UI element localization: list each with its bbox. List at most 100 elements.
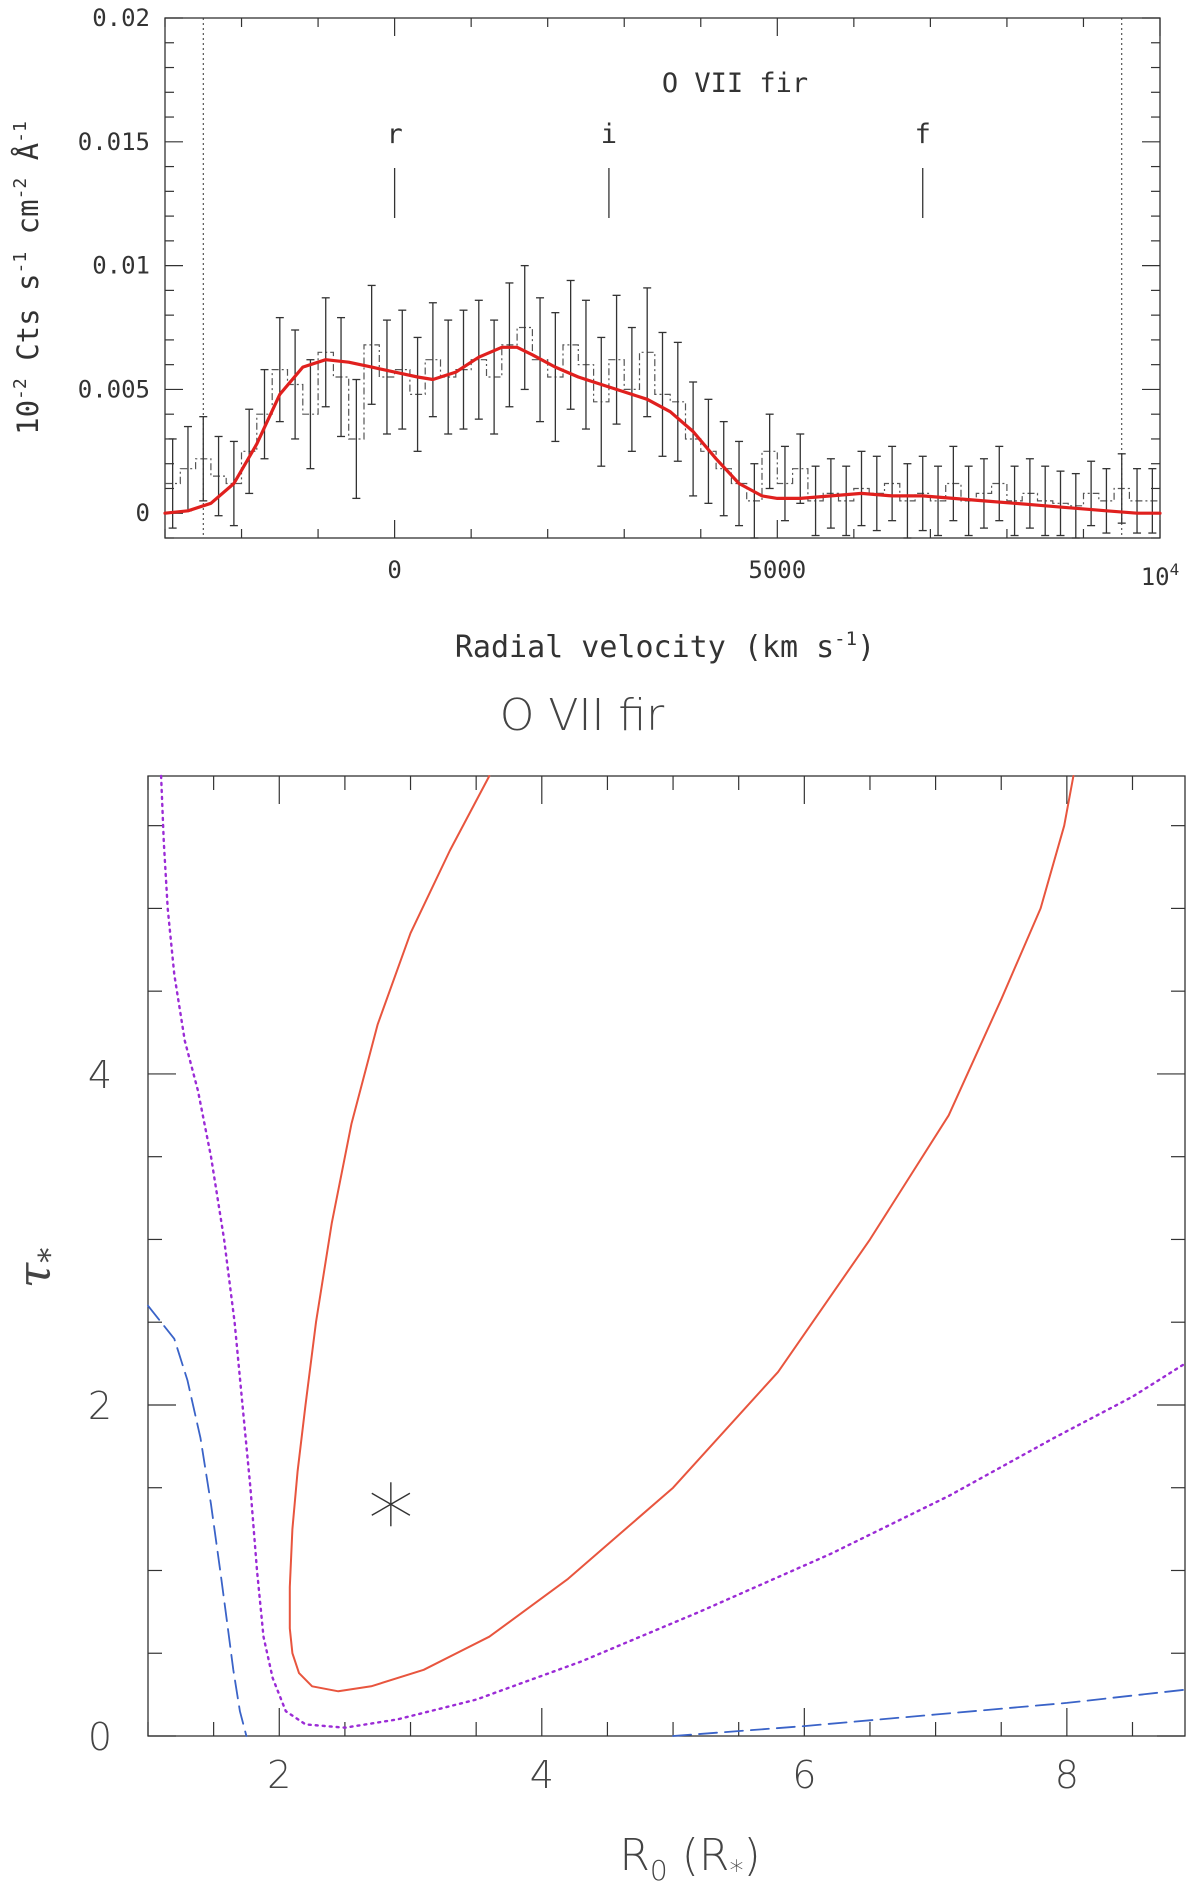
spectrum-data-point — [382, 319, 391, 435]
contour-x-tick-label: 6 — [792, 1753, 816, 1797]
spectrum-annotation: O VII fir — [662, 68, 808, 99]
spectrum-data-point — [428, 302, 437, 418]
spectrum-data-point — [826, 458, 835, 529]
spectrum-data-point — [260, 368, 269, 460]
spectrum-data-point — [857, 450, 866, 527]
spectrum-data-point — [459, 309, 468, 430]
spectrum-data-point — [658, 331, 667, 457]
spectrum-data-point — [1071, 472, 1080, 539]
spectrum-data-point — [291, 329, 300, 440]
contour-x-tick-label: 8 — [1055, 1753, 1079, 1797]
best-fit-star-stroke — [371, 1492, 411, 1516]
line-marker-label: r — [386, 119, 402, 150]
spectrum-data-point — [780, 445, 789, 522]
spectrum-data-point — [245, 408, 254, 495]
spectrum-y-tick-label: 0.01 — [92, 252, 150, 280]
spectrum-data-point — [474, 299, 483, 420]
spectrum-data-point — [551, 312, 560, 443]
spectrum-x-axis-label: Radial velocity (km s-1) — [455, 628, 875, 665]
contour-tick-labels: 2 4 6 8 0 2 4 — [88, 1053, 1079, 1797]
spectrum-x-tick-label-last: 104 — [1141, 560, 1180, 591]
spectrum-data-point — [1056, 470, 1065, 537]
contour-title: O VII fir — [500, 690, 665, 741]
spectrum-data-point — [689, 381, 698, 497]
spectrum-data-point — [1102, 468, 1111, 534]
contour-x-tick-label: 4 — [530, 1753, 554, 1797]
line-marker-label: f — [915, 119, 931, 150]
spectrum-data-point — [490, 319, 499, 435]
spectrum-data-point — [199, 416, 208, 502]
contour-y-tick-label: 4 — [88, 1053, 112, 1097]
line-marker-label: i — [601, 119, 617, 150]
spectrum-frame — [164, 17, 1161, 539]
spectrum-data-point — [796, 433, 805, 504]
contour-dotted-curve — [159, 774, 1187, 1729]
contour-solid-curve — [288, 775, 1075, 1693]
spectrum-data-point — [765, 413, 774, 490]
contour-x-tick-label: 2 — [267, 1753, 291, 1797]
spectrum-x-tick-label: 0 — [387, 556, 401, 584]
spectrum-data-point — [1010, 465, 1019, 537]
line-marker: r — [386, 119, 403, 218]
contour-dashed-curve — [147, 1304, 248, 1737]
spectrum-data-point — [505, 282, 514, 408]
contour-panel: O VII fir 2 4 6 8 0 2 4 R0 (R*) τ* — [7, 690, 1187, 1887]
contour-ticks — [147, 776, 1185, 1737]
spectrum-data-point — [1087, 460, 1096, 527]
spectrum-ticks — [164, 17, 1161, 539]
spectrum-data-point — [1025, 458, 1034, 529]
spectrum-y-tick-label: 0.02 — [92, 4, 150, 32]
spectrum-data-point — [306, 359, 315, 470]
spectrum-data-point — [581, 299, 590, 430]
spectrum-data-point — [918, 455, 927, 532]
spectrum-model-series — [163, 345, 1162, 515]
spectrum-data-point — [643, 287, 652, 418]
contour-dashed-curve — [672, 1688, 1186, 1737]
line-marker: i — [601, 119, 617, 218]
spectrum-data-point — [597, 336, 606, 467]
spectrum-data-point — [750, 463, 759, 539]
spectrum-data-point — [811, 465, 820, 537]
contour-y-axis-label: τ* — [7, 1248, 68, 1288]
spectrum-data-point — [321, 297, 330, 408]
spectrum-y-tick-label: 0 — [136, 499, 150, 527]
spectrum-tick-labels: 0 5000 0 0.005 0.01 0.015 0.02 — [78, 4, 806, 584]
spectrum-data-point — [1133, 468, 1142, 534]
contour-x-axis-label: R0 (R*) — [619, 1830, 760, 1887]
spectrum-model-line — [163, 345, 1162, 515]
spectrum-data-point — [934, 465, 943, 537]
spectrum-data-point — [979, 458, 988, 529]
contour-frame — [147, 775, 1186, 1737]
spectrum-data-point — [367, 284, 376, 405]
spectrum-data-point — [275, 316, 284, 423]
spectrum-y-tick-label: 0.015 — [78, 128, 150, 156]
spectrum-panel: r i f 0 5000 0 0.005 0.01 0.015 0.02 O VII fir R… — [10, 4, 1179, 665]
spectrum-data-point — [612, 294, 621, 425]
spectrum-y-tick-label: 0.005 — [78, 375, 150, 403]
spectrum-data-point — [352, 378, 361, 500]
spectrum-data-point — [337, 316, 346, 438]
contour-curves — [147, 774, 1187, 1737]
spectrum-guides — [202, 18, 1123, 538]
spectrum-data-point — [444, 319, 453, 435]
spectrum-data-point — [903, 463, 912, 539]
spectrum-data-series — [165, 264, 1160, 539]
spectrum-data-point — [842, 465, 851, 537]
spectrum-data-point — [888, 445, 897, 522]
spectrum-data-point — [1041, 465, 1050, 537]
spectrum-x-tick-label: 5000 — [748, 556, 806, 584]
spectrum-data-point — [214, 435, 223, 517]
best-fit-marker — [371, 1482, 411, 1527]
spectrum-data-point — [566, 279, 575, 410]
spectrum-data-point — [520, 264, 529, 391]
spectrum-data-point — [949, 445, 958, 522]
spectrum-y-axis-label: 10-2 Cts s-1 cm-2 Å-1 — [10, 121, 45, 435]
spectrum-data-point — [673, 341, 682, 462]
spectrum-data-point — [398, 309, 407, 430]
line-marker: f — [915, 119, 931, 218]
spectrum-data-point — [1148, 468, 1157, 534]
spectrum-data-point — [995, 445, 1004, 522]
spectrum-data-point — [627, 326, 636, 452]
